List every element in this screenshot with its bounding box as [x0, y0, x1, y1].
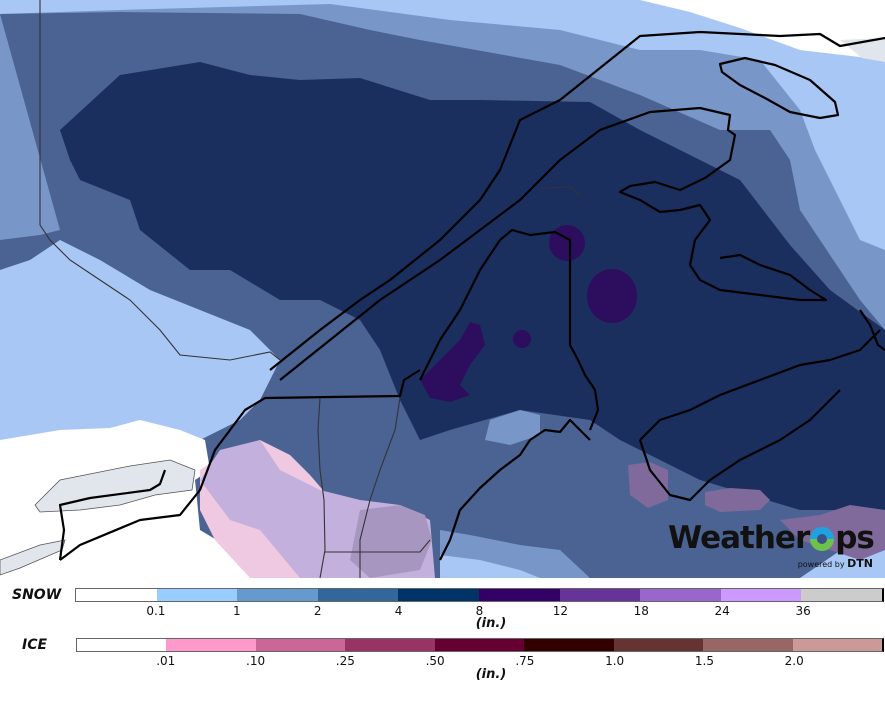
powered-by-dtn: powered by DTN — [798, 557, 873, 570]
st-lawrence-north-shore — [269, 30, 885, 371]
snow-scale-segment — [156, 589, 238, 601]
ice-scale-segment — [77, 639, 167, 651]
ice-tick-label: 1.0 — [605, 654, 625, 668]
snow-tick-label: 1 — [232, 604, 241, 618]
ice-tick-label: 2.0 — [784, 654, 804, 668]
snow-scale-segment — [559, 589, 641, 601]
ice-scale-segment — [345, 639, 435, 651]
no-snow-zone-north — [640, 0, 885, 60]
ice-tick-label: .25 — [335, 654, 355, 668]
snow-tick-label: 8 — [475, 604, 484, 618]
bay-of-fundy-nova-scotia — [638, 329, 881, 502]
snow-tick-label: 0.1 — [146, 604, 166, 618]
snow-ice-forecast-map[interactable]: Weather ps powered by DTN — [0, 0, 885, 578]
pei-and-new-brunswick — [689, 253, 828, 302]
snow-tick-label: 4 — [394, 604, 403, 618]
ice-legend-label: ICE — [22, 637, 48, 653]
ice-scale-segment — [166, 639, 256, 651]
ice-tick-label: .75 — [515, 654, 535, 668]
logo-text-prefix: Weather — [668, 520, 810, 556]
snow-tick-label: 36 — [795, 604, 811, 618]
ice-scale-segment — [524, 639, 614, 651]
logo-ring-icon — [810, 527, 835, 551]
ice-scale-segment — [613, 639, 704, 651]
ice-color-scale — [76, 638, 884, 652]
ice-tick-label: 1.5 — [694, 654, 714, 668]
ice-tick-label: .50 — [425, 654, 445, 668]
maine-quebec-border — [419, 228, 600, 431]
snow-scale-segment — [398, 589, 479, 601]
vermont-border — [317, 397, 326, 578]
snow-legend-label: SNOW — [12, 587, 62, 603]
snow-scale-segment — [640, 589, 721, 601]
ny-quebec-border — [59, 369, 421, 561]
snow-tick-label: 24 — [714, 604, 730, 618]
ice-scale-segment — [792, 639, 882, 651]
lake-ontario — [34, 459, 196, 513]
maine-coast — [439, 418, 591, 561]
nh-border — [359, 397, 401, 578]
st-lawrence-south-shore — [279, 106, 737, 381]
snow-scale-segment — [720, 589, 802, 601]
weatherops-logo: Weather ps powered by DTN — [668, 520, 883, 572]
snow-tick-label: 12 — [552, 604, 569, 618]
dtn-text: DTN — [847, 557, 873, 570]
massachusetts-border — [325, 539, 431, 553]
ice-zone-mix-dense — [350, 505, 432, 578]
ice-tick-label: .01 — [156, 654, 176, 668]
ottawa-river-border — [39, 0, 281, 361]
ice-units-label: (in.) — [475, 667, 507, 682]
snow-tick-label: 2 — [313, 604, 322, 618]
powered-by-text: powered by — [797, 560, 845, 569]
ice-tick-label: .10 — [246, 654, 266, 668]
logo-wordmark: Weather ps — [668, 520, 875, 556]
snow-color-scale — [75, 588, 884, 602]
snow-zone-8-12 — [420, 322, 485, 402]
anticosti-island — [718, 56, 840, 120]
ny-ontario-border — [58, 469, 167, 561]
logo-text-suffix: ps — [835, 520, 875, 556]
snow-scale-segment — [478, 589, 560, 601]
snow-scale-segment — [237, 589, 318, 601]
snow-tick-label: 18 — [633, 604, 649, 618]
ice-scale-segment — [703, 639, 793, 651]
map-canvas — [0, 0, 885, 578]
snow-scale-segment — [801, 589, 882, 601]
snow-scale-segment — [76, 589, 157, 601]
cape-breton — [859, 309, 885, 351]
ice-zone-ns — [628, 462, 668, 508]
ice-scale-segment — [255, 639, 346, 651]
ice-scale-segment — [434, 639, 525, 651]
snow-scale-segment — [317, 589, 399, 601]
snow-units-label: (in.) — [475, 616, 507, 631]
